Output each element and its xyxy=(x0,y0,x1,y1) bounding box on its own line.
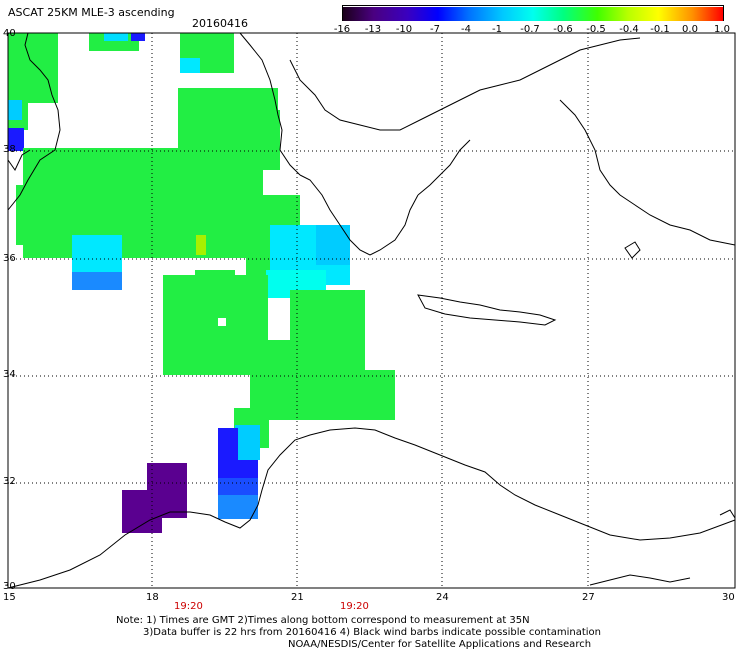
lon-label-27: 27 xyxy=(582,592,595,603)
lon-label-21: 21 xyxy=(291,592,304,603)
lon-label-15: 15 xyxy=(3,592,16,603)
pass-time-label: 19:20 xyxy=(174,601,203,612)
lon-label-18: 18 xyxy=(146,592,159,603)
lat-label-34: 34 xyxy=(3,369,16,380)
map-date: 20160416 xyxy=(192,17,248,30)
colorbar-label: -0.1 xyxy=(650,24,670,35)
colorbar-label: -0.4 xyxy=(619,24,639,35)
lon-label-30: 30 xyxy=(722,592,735,603)
lon-label-24: 24 xyxy=(436,592,449,603)
colorbar-label: -7 xyxy=(430,24,440,35)
colorbar-label: -0.5 xyxy=(586,24,606,35)
colorbar-label: -0.7 xyxy=(520,24,540,35)
colorbar-label: -0.6 xyxy=(553,24,573,35)
colorbar-label: 1.0 xyxy=(714,24,730,35)
colorbar-label: -13 xyxy=(364,24,382,35)
colorbar-label: -10 xyxy=(395,24,413,35)
wind-data-swath xyxy=(8,33,395,533)
note-line-3: NOAA/NESDIS/Center for Satellite Applica… xyxy=(288,639,592,650)
map-title: ASCAT 25KM MLE-3 ascending xyxy=(8,6,175,19)
lat-label-32: 32 xyxy=(3,476,16,487)
map-frame xyxy=(7,32,736,589)
note-line-2: 3)Data buffer is 22 hrs from 20160416 4)… xyxy=(143,627,601,638)
lat-label-36: 36 xyxy=(3,253,16,264)
lat-label-40: 40 xyxy=(3,28,16,39)
colorbar-label: -1 xyxy=(492,24,502,35)
colorbar xyxy=(342,5,724,21)
lat-label-30: 30 xyxy=(3,581,16,592)
colorbar-label: -4 xyxy=(461,24,471,35)
colorbar-labels: -16 -13 -10 -7 -4 -1 -0.7 -0.6 -0.5 -0.4… xyxy=(330,24,740,38)
lat-label-38: 38 xyxy=(3,144,16,155)
colorbar-label: 0.0 xyxy=(682,24,698,35)
colorbar-label: -16 xyxy=(333,24,351,35)
colorbar-gradient xyxy=(343,7,723,21)
note-line-1: Note: 1) Times are GMT 2)Times along bot… xyxy=(116,615,530,626)
lat-lon-grid xyxy=(8,33,735,588)
coastlines xyxy=(7,32,736,589)
pass-time-label: 19:20 xyxy=(340,601,369,612)
